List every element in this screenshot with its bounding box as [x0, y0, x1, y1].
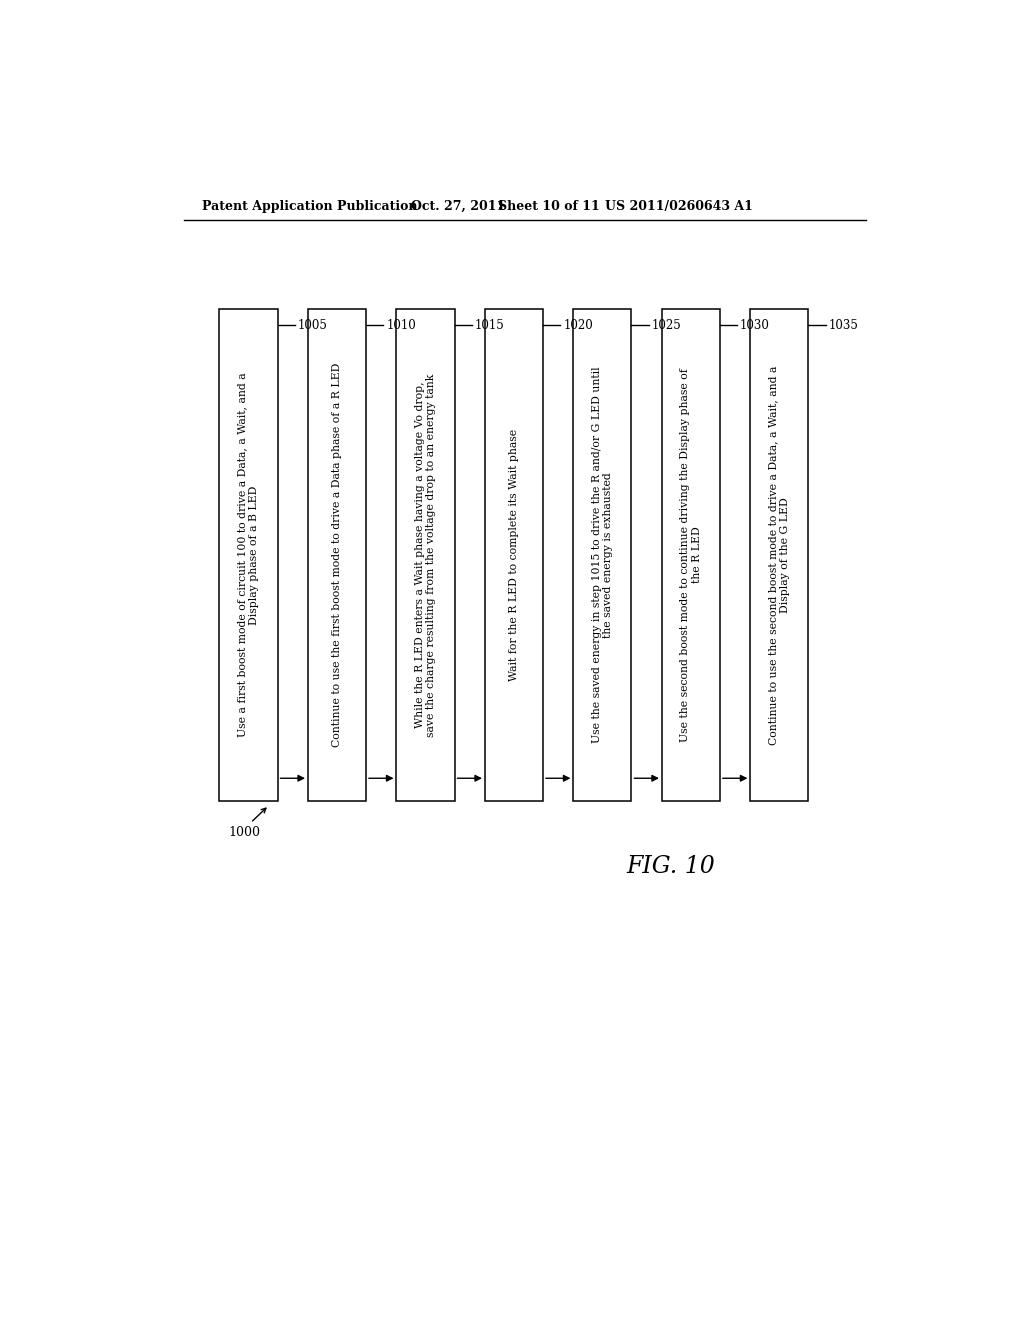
- Text: 1000: 1000: [228, 825, 261, 838]
- Text: 1035: 1035: [828, 319, 858, 333]
- Text: 1015: 1015: [475, 319, 505, 333]
- Bar: [396, 309, 455, 801]
- Text: Continue to use the second boost mode to drive a Data, a Wait, and a
Display of : Continue to use the second boost mode to…: [769, 366, 791, 744]
- Text: Use the second boost mode to continue driving the Display phase of
the R LED: Use the second boost mode to continue dr…: [680, 368, 701, 742]
- Text: Sheet 10 of 11: Sheet 10 of 11: [499, 199, 600, 213]
- Bar: [751, 309, 809, 801]
- Text: Use a first boost mode of circuit 100 to drive a Data, a Wait, and a
Display pha: Use a first boost mode of circuit 100 to…: [238, 372, 259, 738]
- Text: Patent Application Publication: Patent Application Publication: [202, 199, 417, 213]
- Text: Oct. 27, 2011: Oct. 27, 2011: [411, 199, 505, 213]
- Bar: [219, 309, 278, 801]
- Bar: [308, 309, 366, 801]
- Text: Wait for the R LED to complete its Wait phase: Wait for the R LED to complete its Wait …: [509, 429, 519, 681]
- Bar: [662, 309, 720, 801]
- Text: 1005: 1005: [298, 319, 328, 333]
- Text: Use the saved energy in step 1015 to drive the R and/or G LED until
the saved en: Use the saved energy in step 1015 to dri…: [592, 367, 613, 743]
- Text: 1030: 1030: [740, 319, 770, 333]
- Text: 1010: 1010: [386, 319, 416, 333]
- Text: US 2011/0260643 A1: US 2011/0260643 A1: [604, 199, 753, 213]
- Text: Continue to use the first boost mode to drive a Data phase of a R LED: Continue to use the first boost mode to …: [332, 363, 342, 747]
- Text: 1025: 1025: [651, 319, 681, 333]
- Text: FIG. 10: FIG. 10: [626, 855, 715, 878]
- Bar: [573, 309, 632, 801]
- Bar: [485, 309, 543, 801]
- Text: While the R LED enters a Wait phase having a voltage Vo drop,
save the charge re: While the R LED enters a Wait phase havi…: [415, 374, 436, 737]
- Text: 1020: 1020: [563, 319, 593, 333]
